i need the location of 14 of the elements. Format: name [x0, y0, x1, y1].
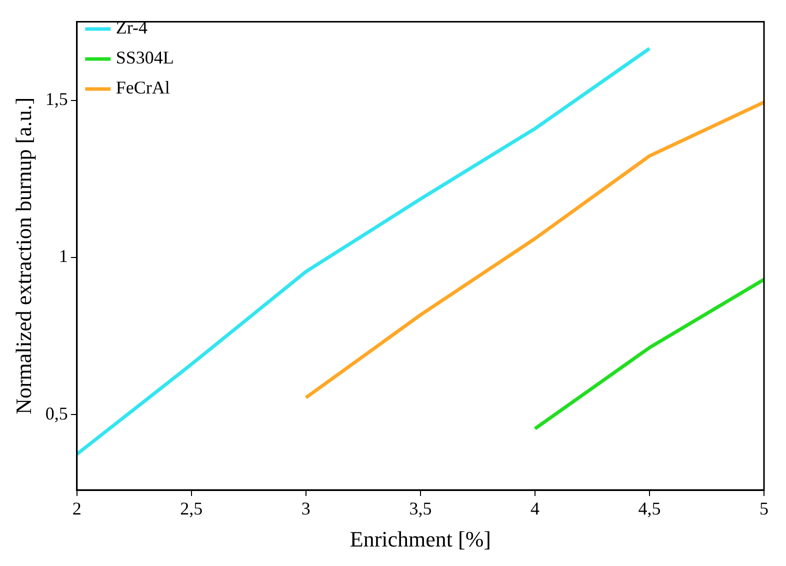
x-axis-title: Enrichment [%] — [350, 526, 492, 552]
x-tick-label: 2 — [72, 498, 82, 519]
x-tick-label: 4 — [530, 498, 540, 519]
y-tick-label: 0,5 — [45, 403, 68, 424]
x-tick-label: 5 — [760, 498, 768, 519]
y-tick-label: 1,5 — [45, 89, 68, 110]
x-tick-label: 3,5 — [409, 498, 432, 519]
x-tick-label: 2,5 — [180, 498, 203, 519]
y-axis-title: Normalized extraction burnup [a.u.] — [10, 97, 36, 414]
legend-label: FeCrAl — [116, 78, 170, 98]
legend-label: SS304L — [116, 48, 174, 68]
x-tick-label: 3 — [301, 498, 310, 519]
x-tick-label: 4,5 — [638, 498, 661, 519]
y-tick-label: 1 — [58, 246, 68, 266]
